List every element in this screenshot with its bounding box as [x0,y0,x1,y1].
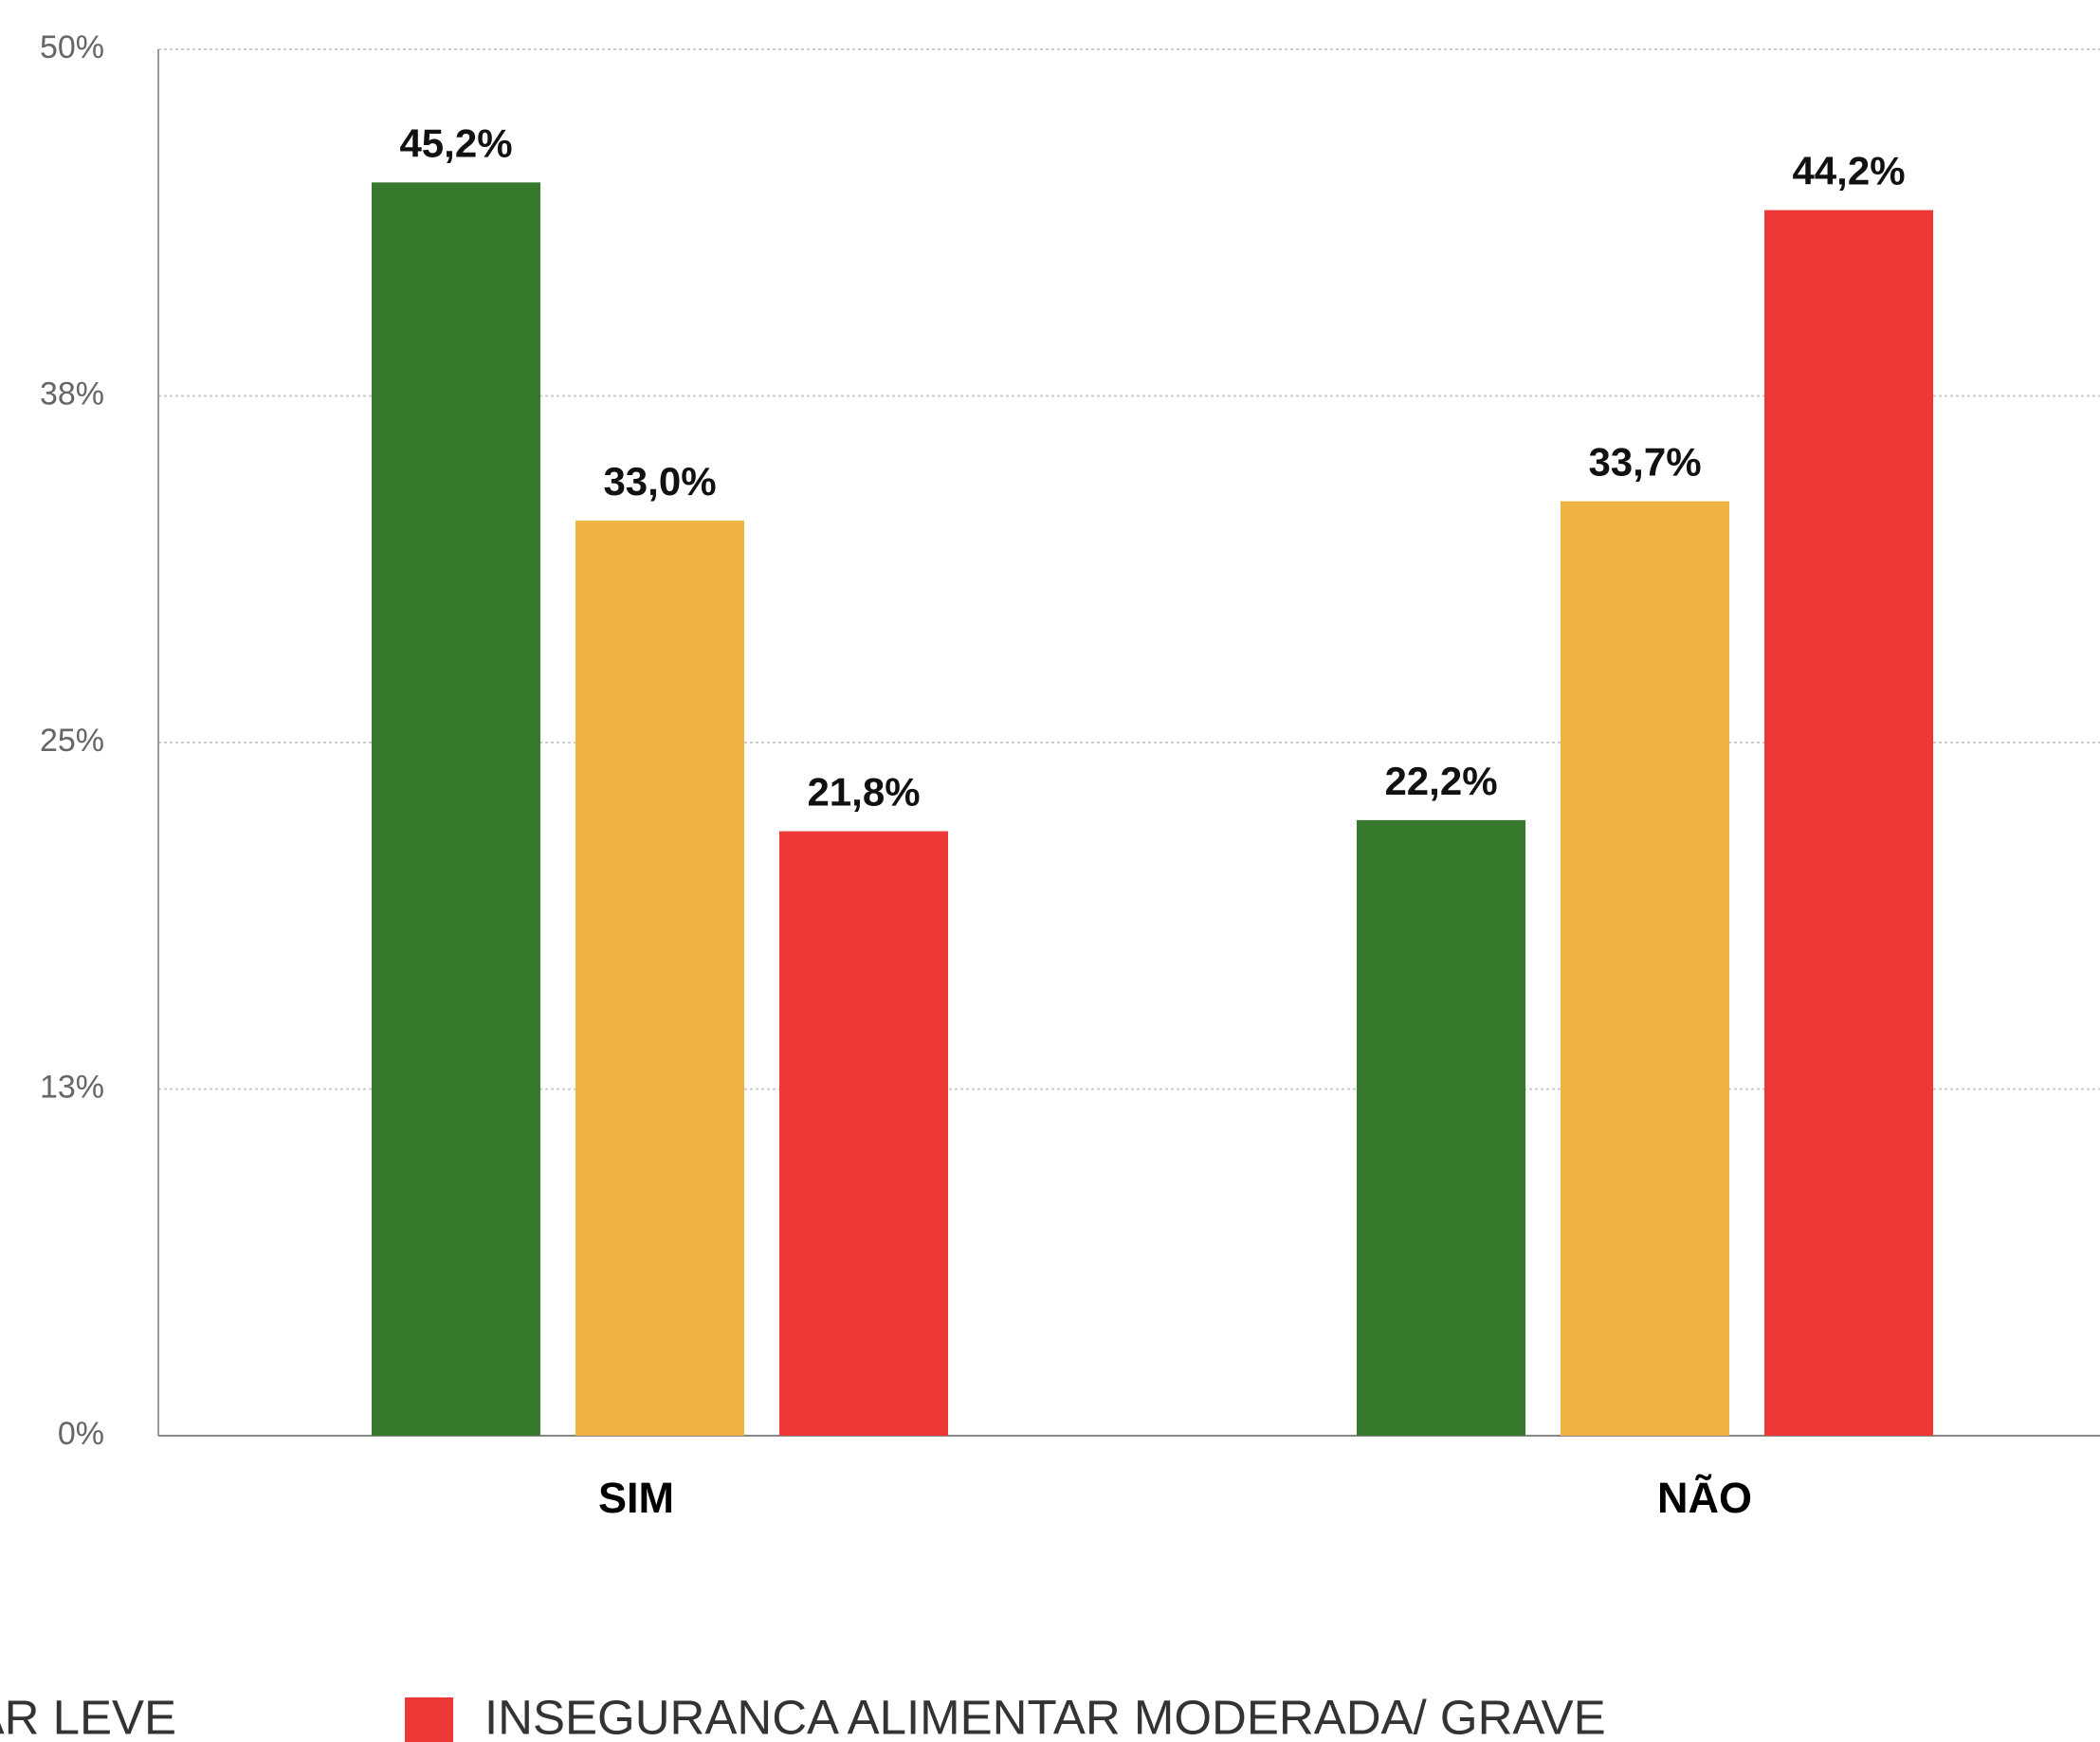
legend-label: INSEGURANCA ALIMENTAR MODERADA/ GRAVE [484,1690,1606,1742]
x-tick-label: NÃO [1657,1474,1752,1522]
bar [1561,501,1729,1436]
y-tick-label: 38% [40,376,104,412]
value-label: 22,2% [1384,759,1497,803]
bar [372,182,540,1436]
y-tick-label: 25% [40,723,104,759]
y-tick-label: 50% [40,29,104,65]
value-label: 44,2% [1792,149,1905,193]
bar [575,521,744,1436]
legend-swatch [405,1697,453,1742]
bar [779,831,948,1436]
bar [1764,210,1933,1436]
bar [1357,819,1525,1436]
value-label: 21,8% [807,770,920,815]
legend-label: AR LEVE [0,1690,176,1742]
value-label: 33,0% [603,459,716,504]
x-tick-label: SIM [598,1474,674,1522]
y-tick-label: 13% [40,1069,104,1105]
y-tick-label: 0% [58,1416,104,1452]
value-label: 45,2% [399,120,512,165]
value-label: 33,7% [1588,440,1701,485]
